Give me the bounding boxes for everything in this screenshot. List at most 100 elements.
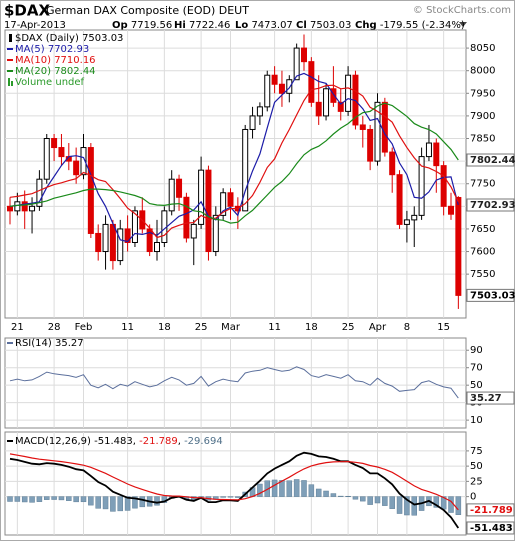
y-tick-label: 7850	[470, 134, 495, 145]
candle-body	[315, 101, 322, 117]
candle-body	[87, 147, 94, 234]
chart-title: German DAX Composite (EOD) DEUT	[46, 4, 249, 17]
value-tag-box	[466, 503, 515, 517]
value-tag: 35.27	[470, 393, 502, 404]
x-tick-label: Feb	[75, 322, 93, 333]
x-tick-label: 25	[195, 322, 208, 333]
histogram-bar	[21, 496, 28, 503]
histogram-bar	[14, 496, 21, 502]
value-tag-box	[466, 288, 515, 302]
histogram-bar	[389, 496, 395, 509]
legend-entry: MA(10) 7710.16	[15, 55, 96, 66]
value-tag: 7802.44	[470, 155, 515, 166]
value-tag: 7503.03	[470, 290, 515, 301]
histogram-bar	[382, 496, 388, 506]
histogram-bar	[102, 496, 109, 510]
histogram-bar	[315, 488, 322, 497]
candle-body	[14, 201, 21, 212]
candle-body	[80, 147, 87, 176]
candle-body	[286, 79, 293, 94]
histogram-bar	[124, 496, 131, 511]
candle-body	[198, 169, 205, 225]
candle-body	[359, 124, 366, 130]
candle-body	[109, 223, 116, 262]
y-tick-label: 7750	[470, 179, 495, 190]
x-tick-label: 18	[305, 322, 318, 333]
histogram-bar	[220, 496, 226, 498]
legend-name: $DAX (Daily)	[15, 33, 79, 44]
candle-body	[293, 47, 300, 81]
candle-body	[448, 205, 454, 215]
histogram-bar	[66, 496, 72, 501]
candle-body	[131, 210, 138, 243]
candle-body	[154, 241, 160, 253]
legend-value: 7710.16	[54, 55, 95, 66]
histogram-bar	[404, 496, 410, 516]
candle-body	[183, 196, 190, 239]
value-tag-box	[466, 391, 515, 405]
histogram-bar	[80, 496, 87, 503]
candle-body	[7, 205, 13, 212]
legend-entry: MACD(12,26,9) -51.483, -21.789, -29.694	[15, 436, 223, 447]
candle-body	[323, 88, 330, 117]
histogram-bar	[257, 483, 263, 497]
histogram-bar	[7, 496, 13, 502]
change-value: -179.55 (-2.34%)	[380, 20, 465, 31]
y-tick-label: 50	[470, 380, 483, 391]
candle-body	[411, 214, 418, 221]
change: Chg -179.55 (-2.34%)	[355, 20, 465, 31]
candle-body	[36, 178, 43, 207]
watermark: © StockCharts.com	[413, 5, 511, 16]
candle-body	[345, 74, 352, 112]
y-tick-label: 8050	[470, 43, 495, 54]
quote: Hi 7722.46	[174, 20, 230, 31]
candle-body	[242, 128, 249, 212]
quote-label: Op	[112, 20, 128, 31]
histogram-bar	[58, 496, 65, 501]
legend-value: -29.694	[184, 436, 223, 447]
panel	[4, 337, 467, 429]
y-tick-label: 7900	[470, 111, 495, 122]
candle-body	[381, 101, 388, 153]
y-tick-label: 10	[470, 415, 483, 426]
histogram-bar	[433, 496, 440, 508]
histogram-bar	[396, 496, 403, 514]
candle-body	[389, 151, 396, 176]
candle-body	[95, 232, 102, 253]
histogram-bar	[44, 496, 50, 500]
date: 17-Apr-2013	[4, 20, 66, 31]
histogram-bar	[51, 496, 57, 500]
candle-body	[256, 106, 263, 117]
y-tick-label: 75	[470, 446, 483, 457]
legend-value: 7802.44	[54, 66, 95, 77]
value-tag-box	[466, 198, 515, 212]
y-tick-label: 7550	[470, 269, 495, 280]
candle-body	[190, 223, 197, 239]
candle-body	[455, 196, 462, 296]
histogram-bar	[73, 496, 79, 503]
legend-entry: $DAX (Daily) 7503.03	[15, 33, 123, 44]
value-tag-box	[466, 521, 515, 535]
macd-line	[9, 453, 459, 511]
histogram-bar	[279, 480, 285, 497]
x-tick-label: 25	[342, 322, 355, 333]
moving-average	[9, 84, 459, 239]
candle-body	[367, 128, 374, 162]
x-tick-label: 18	[158, 322, 171, 333]
x-tick-label: Apr	[369, 322, 387, 333]
candle-body	[43, 138, 50, 180]
legend-icon	[11, 81, 13, 86]
candle-body	[271, 74, 278, 85]
symbol: $DAX	[4, 2, 50, 20]
quote: Lo 7473.07	[235, 20, 293, 31]
histogram-bar	[235, 496, 241, 498]
candle-body	[29, 205, 36, 212]
candle-body	[124, 228, 131, 243]
y-tick-label: 7650	[470, 224, 495, 235]
quote-value: 7503.03	[310, 20, 351, 31]
legend-entry: MA(20) 7802.44	[15, 66, 96, 77]
candle-body	[425, 142, 432, 158]
candle-body	[220, 192, 227, 216]
histogram-bar	[411, 496, 417, 516]
